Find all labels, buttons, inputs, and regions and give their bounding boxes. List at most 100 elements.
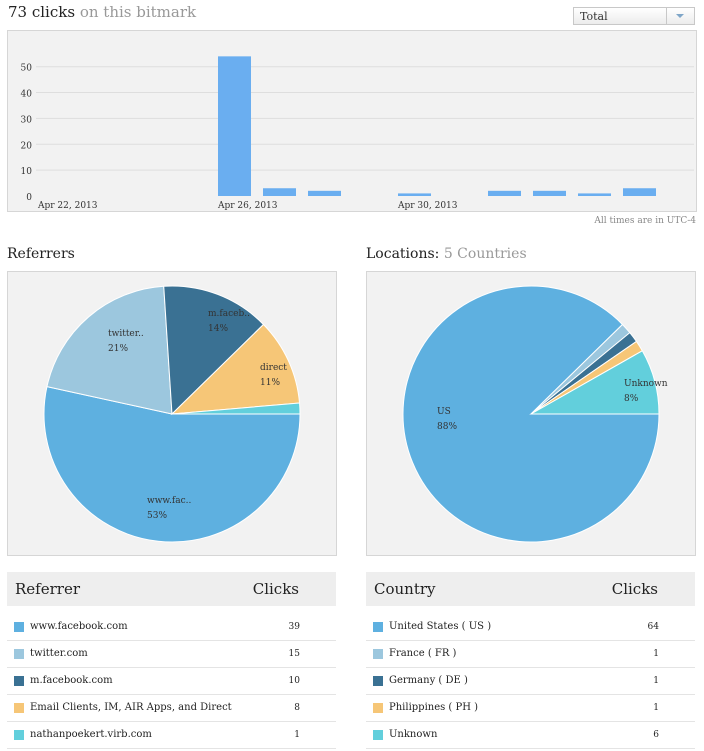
pie-slice[interactable] [163,285,265,416]
referrer-column-header: Referrer [15,580,80,598]
y-tick-label: 40 [21,90,33,100]
table-row: m.facebook.com 10 [7,668,336,695]
row-label: m.facebook.com [30,675,113,686]
referrers-table-header: Referrer Clicks [7,572,336,606]
row-label: nathanpoekert.virb.com [30,729,152,740]
table-row: www.facebook.com 39 [7,614,336,641]
table-row: nathanpoekert.virb.com 1 [7,722,336,749]
chevron-down-icon[interactable] [666,8,694,24]
row-clicks: 8 [294,703,300,713]
row-label: Unknown [389,729,438,740]
bar[interactable] [578,193,611,196]
color-swatch [14,622,24,632]
locations-title: Locations: 5 Countries [366,246,527,262]
table-row: Email Clients, IM, AIR Apps, and Direct 8 [7,695,336,722]
table-row: Philippines ( PH ) 1 [366,695,695,722]
pie-slice-label: US [437,407,451,417]
color-swatch [14,703,24,713]
bar[interactable] [308,190,341,196]
pie-slice[interactable] [529,350,660,415]
time-range-select[interactable]: Total [573,7,695,25]
y-tick-label: 50 [21,64,33,74]
timezone-note: All times are in UTC-4 [594,216,696,226]
pie-slice[interactable] [46,285,173,415]
bar[interactable] [263,188,296,196]
bar[interactable] [488,190,521,196]
pie-slice-percent: 21% [108,344,128,354]
locations-title-label: Locations: [366,246,440,262]
click-count-subtitle: on this bitmark [79,3,197,21]
row-label: Germany ( DE ) [389,675,468,686]
table-row: France ( FR ) 1 [366,641,695,668]
clicks-column-header: Clicks [252,580,299,598]
row-clicks: 1 [653,649,659,659]
row-clicks: 6 [653,730,659,740]
pie-slice-percent: 14% [208,324,228,334]
row-label: France ( FR ) [389,648,457,659]
countries-count: 5 Countries [443,246,527,262]
referrers-title: Referrers [7,246,75,262]
y-tick-label: 0 [26,193,32,203]
referrers-table: Referrer Clicks www.facebook.com 39 twitte… [7,572,336,749]
countries-table-body: United States ( US ) 64 France ( FR ) 1 Germ… [366,614,695,749]
y-tick-label: 10 [21,167,33,177]
locations-pie-svg: US 88% Unknown 8% [402,285,668,543]
row-clicks: 1 [653,676,659,686]
clicks-column-header: Clicks [611,580,658,598]
pie-slice-percent: 8% [624,394,639,404]
country-column-header: Country [374,580,436,598]
bar[interactable] [398,193,431,196]
row-clicks: 15 [288,649,300,659]
color-swatch [373,730,383,740]
row-clicks: 10 [288,676,300,686]
row-clicks: 39 [288,622,300,632]
time-range-value: Total [580,10,608,23]
pie-slice[interactable] [170,323,301,415]
row-clicks: 64 [647,622,659,632]
color-swatch [373,703,383,713]
clicks-summary-title: 73 clicks on this bitmark [8,2,196,22]
pie-slice-percent: 53% [147,511,167,521]
x-tick-label: Apr 26, 2013 [217,201,278,211]
locations-pie-chart: US 88% Unknown 8% [366,271,696,556]
click-count: 73 clicks [8,3,76,21]
pie-slice-label: Unknown [624,379,668,389]
row-label: Email Clients, IM, AIR Apps, and Direct [30,702,232,713]
color-swatch [373,622,383,632]
color-swatch [14,730,24,740]
x-tick-label: Apr 22, 2013 [37,201,98,211]
bar[interactable] [218,56,251,197]
y-tick-label: 30 [21,115,33,125]
pie-slice-label: m.faceb.. [208,309,250,319]
pie-slice[interactable] [43,386,301,543]
pie-slice-label: direct [260,363,287,373]
countries-table: Country Clicks United States ( US ) 64 Fra… [366,572,695,749]
table-row: twitter.com 15 [7,641,336,668]
bar[interactable] [533,190,566,196]
y-tick-label: 20 [21,141,33,151]
x-tick-label: Apr 30, 2013 [397,201,458,211]
pie-slice[interactable] [171,402,301,415]
table-row: Unknown 6 [366,722,695,749]
row-clicks: 1 [653,703,659,713]
row-label: United States ( US ) [389,621,492,632]
pie-slice-percent: 88% [437,422,457,432]
row-clicks: 1 [294,730,300,740]
table-row: Germany ( DE ) 1 [366,668,695,695]
referrers-table-body: www.facebook.com 39 twitter.com 15 m.faceboo… [7,614,336,749]
pie-slice-percent: 11% [260,378,280,388]
bar[interactable] [623,188,656,196]
row-label: www.facebook.com [30,621,128,632]
table-row: United States ( US ) 64 [366,614,695,641]
color-swatch [373,649,383,659]
row-label: twitter.com [30,648,88,659]
referrers-pie-chart: www.fac.. 53% twitter.. 21% m.faceb.. 14% dire… [7,271,337,556]
row-label: Philippines ( PH ) [389,702,479,713]
color-swatch [373,676,383,686]
pie-slice-label: twitter.. [108,329,144,339]
countries-table-header: Country Clicks [366,572,695,606]
color-swatch [14,676,24,686]
color-swatch [14,649,24,659]
